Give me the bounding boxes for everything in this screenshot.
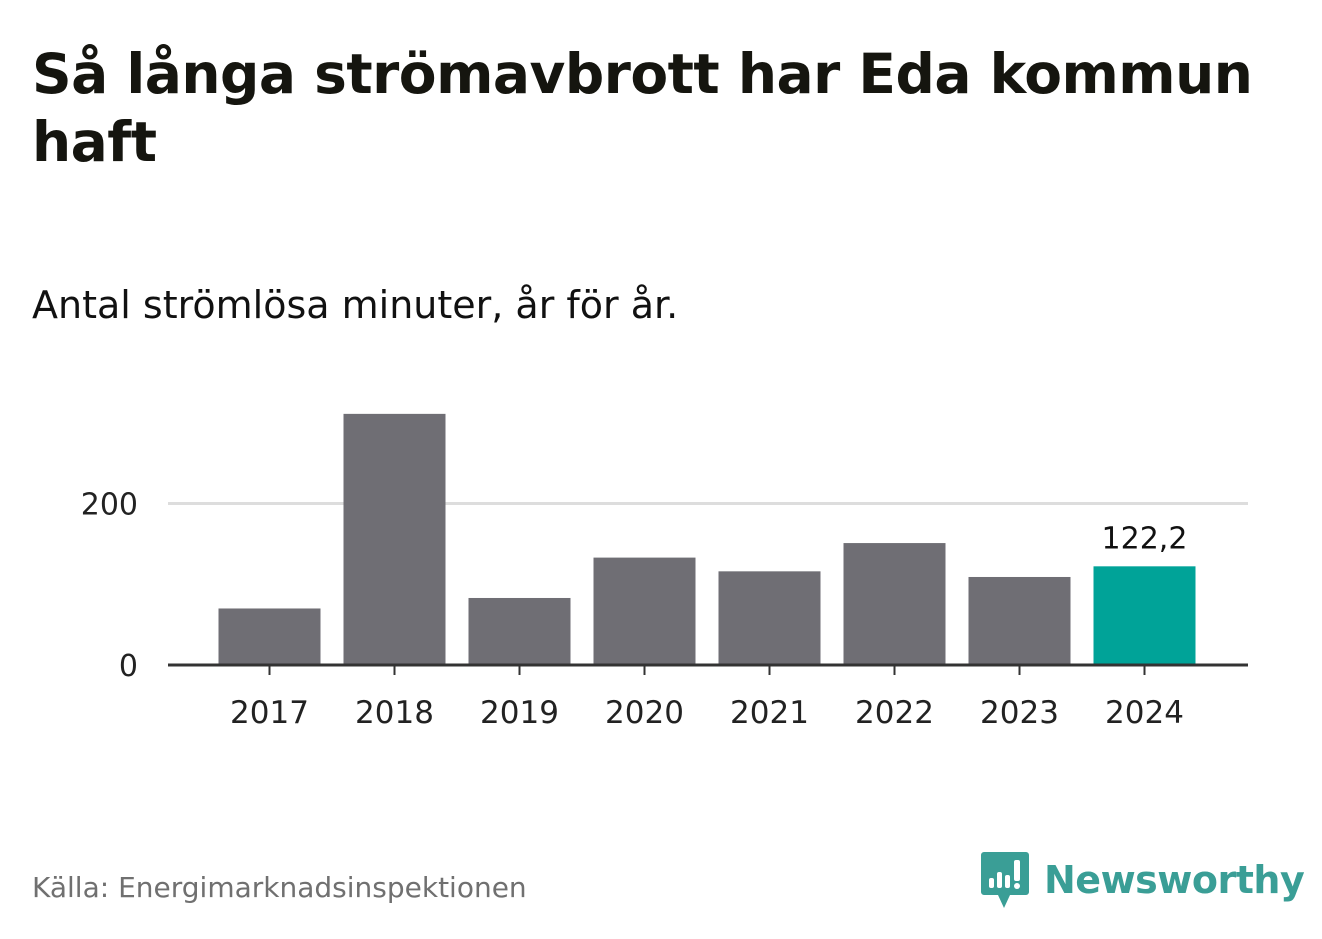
labels-layer: 0 200 2017 2018 2019 2020 2021 2022 2023 2024 122,… (81, 488, 1188, 732)
x-tick-label-2024: 2024 (1105, 695, 1184, 731)
bars-layer (218, 413, 1196, 665)
bar-2019 (468, 597, 571, 665)
bar-2018 (343, 413, 446, 665)
chart-title: Så långa strömavbrott har Eda kommun haf… (32, 42, 1253, 174)
x-tick-label-2018: 2018 (355, 695, 434, 731)
source-note: Källa: Energimarknadsinspektionen (32, 871, 527, 904)
x-tick-label-2021: 2021 (730, 695, 809, 731)
newsworthy-logo-icon (981, 852, 1029, 908)
bar-2023 (968, 576, 1071, 665)
x-tick-label-2020: 2020 (605, 695, 684, 731)
brand-name: Newsworthy (1044, 858, 1305, 902)
brand-logo: Newsworthy (980, 848, 1305, 912)
x-tick-label-2023: 2023 (980, 695, 1059, 731)
y-tick-label: 200 (81, 488, 138, 523)
y-tick-label: 0 (119, 649, 138, 684)
data-label-2024: 122,2 (1102, 521, 1188, 556)
bar-2022 (843, 543, 946, 665)
bar-2017 (218, 608, 321, 665)
bar-2024 (1093, 566, 1196, 665)
bar-2020 (593, 557, 696, 665)
x-tick-label-2017: 2017 (230, 695, 309, 731)
axis-layer (168, 663, 1248, 675)
x-tick-label-2019: 2019 (480, 695, 559, 731)
x-tick-label-2022: 2022 (855, 695, 934, 731)
bar-2021 (718, 571, 821, 665)
bar-chart: 0 200 2017 2018 2019 2020 2021 2022 2023 2024 122,… (81, 413, 1248, 732)
chart-subtitle: Antal strömlösa minuter, år för år. (32, 283, 679, 327)
